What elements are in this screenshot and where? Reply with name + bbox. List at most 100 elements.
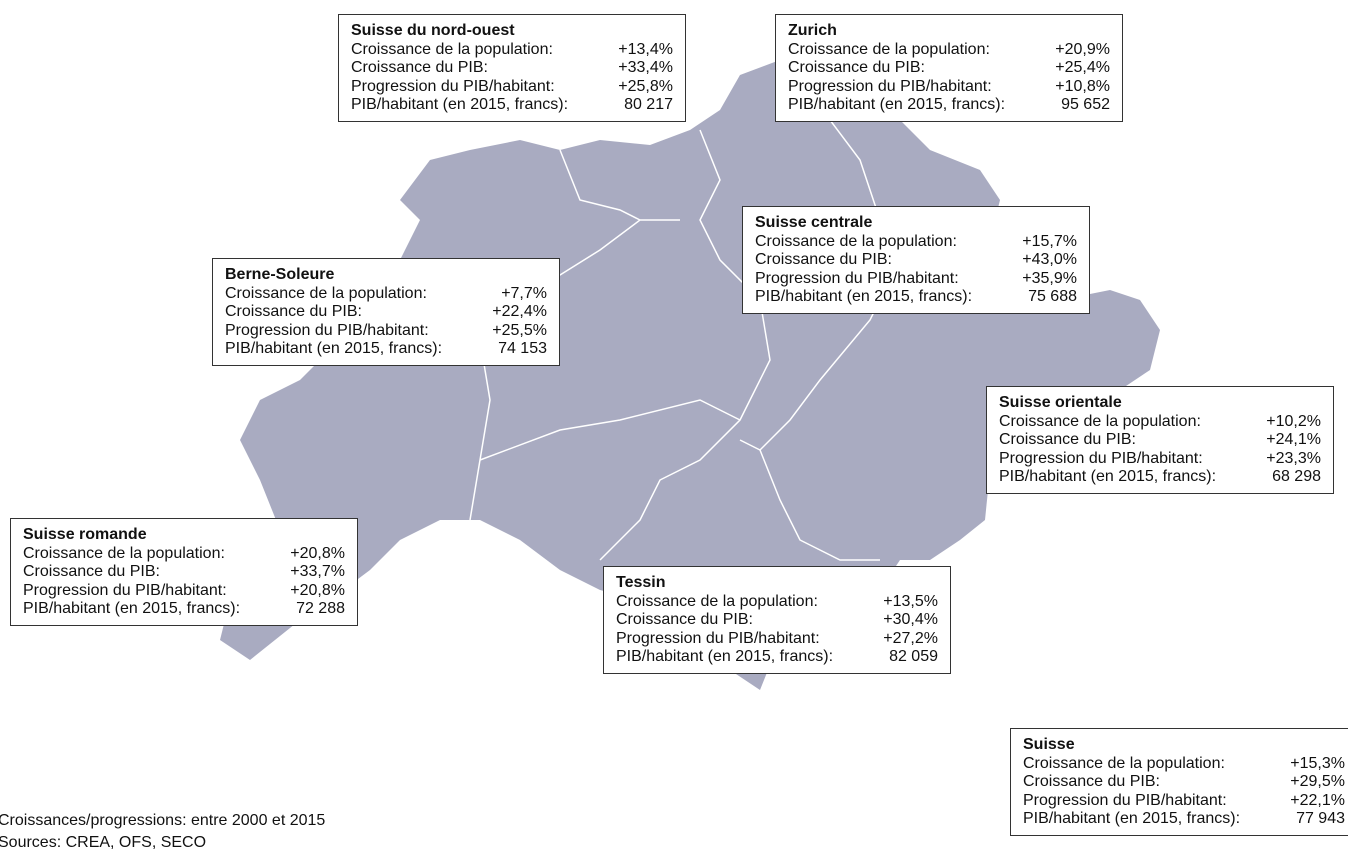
box-title: Berne-Soleure	[225, 266, 335, 283]
stat-value: +33,7%	[290, 563, 345, 581]
stat-row: Croissance du PIB: +25,4%	[788, 59, 1110, 78]
stat-label: Progression du PIB/habitant:	[351, 77, 555, 95]
border	[479, 399, 741, 461]
stat-row: Croissance de la population: +15,3%	[1023, 755, 1345, 774]
stat-label: Croissance du PIB:	[999, 431, 1136, 449]
stat-value: +22,4%	[492, 303, 547, 321]
stat-label: Croissance de la population:	[225, 284, 427, 302]
info-box: Suisse du nord-ouest Croissance de la pop…	[338, 14, 686, 122]
stat-row: Croissance de la population: +7,7%	[225, 285, 547, 304]
info-box: Berne-Soleure Croissance de la population…	[212, 258, 560, 366]
stat-row: PIB/habitant (en 2015, francs): 74 153	[225, 340, 547, 359]
region-borders	[469, 60, 901, 561]
stat-row: PIB/habitant (en 2015, francs): 77 943	[1023, 810, 1345, 829]
stat-value: 75 688	[1028, 288, 1077, 306]
stat-value: +25,5%	[492, 321, 547, 339]
box-title: Tessin	[616, 574, 666, 591]
note: Sources: CREA, OFS, SECO	[0, 834, 207, 851]
stat-value: 95 652	[1061, 96, 1110, 114]
stat-label: Progression du PIB/habitant:	[788, 77, 992, 95]
stat-row: Croissance de la population: +20,8%	[23, 545, 345, 564]
stat-row: Croissance du PIB: +43,0%	[755, 251, 1077, 270]
stat-label: Croissance du PIB:	[755, 251, 892, 269]
stat-row: Croissance du PIB: +29,5%	[1023, 773, 1345, 792]
stat-row: Croissance de la population: +10,2%	[999, 413, 1321, 432]
stat-row: PIB/habitant (en 2015, francs): 80 217	[351, 96, 673, 115]
stat-label: Croissance de la population:	[23, 544, 225, 562]
stat-label: Croissance du PIB:	[351, 59, 488, 77]
stat-row: PIB/habitant (en 2015, francs): 95 652	[788, 96, 1110, 115]
stat-row: PIB/habitant (en 2015, francs): 68 298	[999, 468, 1321, 487]
stat-row: Progression du PIB/habitant: +20,8%	[23, 582, 345, 601]
info-box: Suisse centrale Croissance de la populati…	[742, 206, 1090, 314]
stat-label: PIB/habitant (en 2015, francs):	[1023, 810, 1241, 828]
stat-row: Progression du PIB/habitant: +23,3%	[999, 450, 1321, 469]
stat-row: Croissance de la population: +15,7%	[755, 233, 1077, 252]
stat-label: Croissance du PIB:	[225, 303, 362, 321]
stat-row: Croissance de la population: +20,9%	[788, 41, 1110, 60]
stat-row: Progression du PIB/habitant: +35,9%	[755, 270, 1077, 289]
stat-value: +22,1%	[1290, 791, 1345, 809]
stat-value: +25,8%	[618, 77, 673, 95]
info-box: Suisse Croissance de la population: +15,3%…	[1010, 728, 1348, 836]
box-title: Suisse centrale	[755, 214, 873, 231]
stat-value: +23,3%	[1266, 449, 1321, 467]
stat-row: Croissance du PIB: +33,7%	[23, 563, 345, 582]
stat-row: Croissance du PIB: +33,4%	[351, 59, 673, 78]
stat-label: Progression du PIB/habitant:	[755, 269, 959, 287]
stat-label: Croissance de la population:	[999, 412, 1201, 430]
stat-value: +10,8%	[1055, 77, 1110, 95]
stat-value: 82 059	[889, 648, 938, 666]
box-title: Suisse	[1023, 736, 1075, 753]
stat-value: +30,4%	[883, 611, 938, 629]
stat-row: PIB/habitant (en 2015, francs): 72 288	[23, 600, 345, 619]
stat-label: Progression du PIB/habitant:	[23, 581, 227, 599]
stat-row: Progression du PIB/habitant: +10,8%	[788, 78, 1110, 97]
info-box: Suisse romande Croissance de la populatio…	[10, 518, 358, 626]
stat-row: Croissance de la population: +13,5%	[616, 593, 938, 612]
border	[599, 129, 771, 561]
info-box: Tessin Croissance de la population: +13,5%…	[603, 566, 951, 674]
stat-label: Progression du PIB/habitant:	[616, 629, 820, 647]
stat-label: Croissance de la population:	[755, 232, 957, 250]
stat-label: PIB/habitant (en 2015, francs):	[23, 600, 241, 618]
stat-value: +35,9%	[1022, 269, 1077, 287]
stat-label: PIB/habitant (en 2015, francs):	[351, 96, 569, 114]
stat-value: +27,2%	[883, 629, 938, 647]
stat-label: Progression du PIB/habitant:	[999, 449, 1203, 467]
border	[759, 449, 880, 561]
box-title: Suisse romande	[23, 526, 147, 543]
stat-row: PIB/habitant (en 2015, francs): 82 059	[616, 648, 938, 667]
stat-value: +25,4%	[1055, 59, 1110, 77]
stat-value: +13,4%	[618, 40, 673, 58]
stat-value: +20,8%	[290, 581, 345, 599]
stat-value: +15,3%	[1290, 754, 1345, 772]
stat-value: +7,7%	[501, 284, 547, 302]
box-title: Zurich	[788, 22, 837, 39]
stat-label: Progression du PIB/habitant:	[1023, 791, 1227, 809]
stat-label: Croissance du PIB:	[23, 563, 160, 581]
stat-value: +20,9%	[1055, 40, 1110, 58]
stat-value: +20,8%	[290, 544, 345, 562]
stat-label: Croissance du PIB:	[616, 611, 753, 629]
stat-label: PIB/habitant (en 2015, francs):	[999, 468, 1217, 486]
note: Croissances/progressions: entre 2000 et …	[0, 812, 326, 829]
stat-value: +33,4%	[618, 59, 673, 77]
box-title: Suisse orientale	[999, 394, 1122, 411]
stat-value: +29,5%	[1290, 773, 1345, 791]
info-box: Zurich Croissance de la population: +20,9%…	[775, 14, 1123, 122]
stat-row: Croissance du PIB: +22,4%	[225, 303, 547, 322]
stat-row: PIB/habitant (en 2015, francs): 75 688	[755, 288, 1077, 307]
stat-row: Progression du PIB/habitant: +25,8%	[351, 78, 673, 97]
stat-row: Croissance du PIB: +30,4%	[616, 611, 938, 630]
stat-label: PIB/habitant (en 2015, francs):	[225, 340, 443, 358]
stat-value: 68 298	[1272, 468, 1321, 486]
stat-row: Croissance de la population: +13,4%	[351, 41, 673, 60]
stat-value: +10,2%	[1266, 412, 1321, 430]
stat-value: +13,5%	[883, 592, 938, 610]
stat-label: Progression du PIB/habitant:	[225, 321, 429, 339]
stat-value: +15,7%	[1022, 232, 1077, 250]
stat-label: Croissance du PIB:	[788, 59, 925, 77]
stat-label: PIB/habitant (en 2015, francs):	[788, 96, 1006, 114]
